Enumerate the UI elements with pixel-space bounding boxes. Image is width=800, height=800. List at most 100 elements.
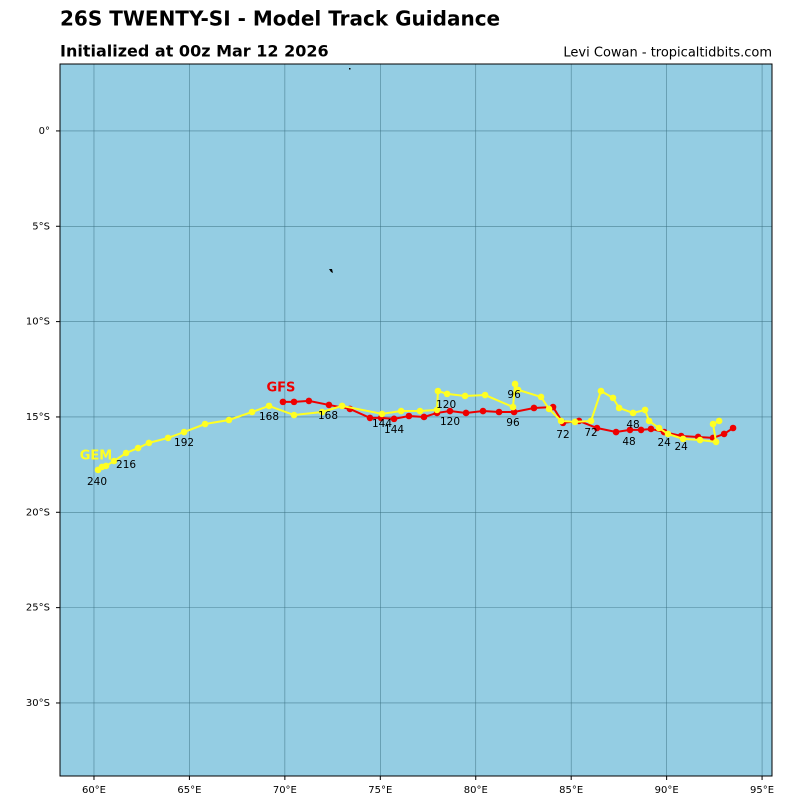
track-point xyxy=(479,407,487,415)
forecast-hour: 216 xyxy=(116,459,136,471)
track-point xyxy=(593,424,601,432)
y-tick-label: 0° xyxy=(39,126,50,137)
track-point xyxy=(290,411,298,419)
track-point xyxy=(462,409,470,417)
x-tick-label: 75°E xyxy=(368,785,392,796)
track-point xyxy=(545,405,553,413)
y-tick-label: 5°S xyxy=(32,221,50,232)
track-point xyxy=(510,408,518,416)
track-point xyxy=(587,417,595,425)
track-point xyxy=(537,393,545,401)
forecast-hour: 96 xyxy=(507,389,521,401)
track-point xyxy=(378,410,386,418)
forecast-hour: 24 xyxy=(674,441,688,453)
track-point xyxy=(338,402,346,410)
track-point xyxy=(405,412,413,420)
track-point xyxy=(615,404,623,412)
forecast-hour: 96 xyxy=(506,417,520,429)
track-point xyxy=(612,428,620,436)
y-tick-label: 30°S xyxy=(26,698,50,709)
grid xyxy=(60,64,772,776)
track-point xyxy=(712,438,720,446)
track-point xyxy=(655,424,663,432)
track-point xyxy=(446,407,454,415)
track-point xyxy=(366,414,374,422)
track-point xyxy=(557,417,565,425)
track-point xyxy=(609,394,617,402)
track-point xyxy=(134,444,142,452)
track-point xyxy=(530,404,538,412)
forecast-hour: 144 xyxy=(384,424,404,436)
track-point xyxy=(110,457,118,465)
island xyxy=(349,68,351,70)
track-point xyxy=(279,398,287,406)
x-tick-label: 90°E xyxy=(655,785,679,796)
forecast-hour: 48 xyxy=(622,436,635,448)
track-point xyxy=(571,418,579,426)
y-tick-label: 20°S xyxy=(26,507,50,518)
track-point xyxy=(715,417,723,425)
track-point xyxy=(180,428,188,436)
y-tick-label: 10°S xyxy=(26,317,50,328)
track-point xyxy=(709,420,717,428)
track-point xyxy=(305,397,313,405)
track-point xyxy=(201,420,209,428)
chart-title: 26S TWENTY-SI - Model Track Guidance xyxy=(60,7,500,31)
credit: Levi Cowan - tropicaltidbits.com xyxy=(563,46,772,61)
track-point xyxy=(416,407,424,415)
track-point xyxy=(481,391,489,399)
y-tick-label: 25°S xyxy=(26,603,50,614)
x-tick-label: 65°E xyxy=(177,785,201,796)
track-point xyxy=(629,409,637,417)
track-point xyxy=(495,408,503,416)
chart-subtitle: Initialized at 00z Mar 12 2026 xyxy=(60,42,329,61)
track-point xyxy=(637,426,645,434)
track-point xyxy=(433,406,441,414)
track-point xyxy=(248,408,256,416)
track-point xyxy=(664,430,672,438)
track-point xyxy=(434,387,442,395)
model-label: GEM xyxy=(80,448,113,463)
track-point xyxy=(265,402,273,410)
x-tick-label: 60°E xyxy=(82,785,106,796)
track-point xyxy=(647,425,655,433)
track-point xyxy=(420,413,428,421)
track-point xyxy=(679,435,687,443)
forecast-hour: 120 xyxy=(436,399,456,411)
forecast-hour: 72 xyxy=(556,429,569,441)
track-point xyxy=(122,449,130,457)
track-point xyxy=(390,415,398,423)
forecast-hour: 48 xyxy=(626,419,639,431)
track-point xyxy=(145,439,153,447)
forecast-hour: 168 xyxy=(318,410,338,422)
track-point xyxy=(696,436,704,444)
track-point xyxy=(514,386,522,394)
track-point xyxy=(597,387,605,395)
track-point xyxy=(225,416,233,424)
x-tick-label: 80°E xyxy=(464,785,488,796)
forecast-hour: 240 xyxy=(87,476,107,488)
forecast-hour: 144 xyxy=(372,418,392,430)
forecast-hour: 192 xyxy=(174,437,194,449)
y-tick-label: 15°S xyxy=(26,412,50,423)
forecast-hour: 72 xyxy=(584,427,597,439)
track-point xyxy=(461,392,469,400)
track-point xyxy=(720,430,728,438)
track-point xyxy=(626,426,634,434)
track-point xyxy=(511,380,519,388)
track-point xyxy=(318,408,326,416)
plot-frame xyxy=(59,63,773,777)
track-point xyxy=(645,417,653,425)
track-point xyxy=(641,406,649,414)
forecast-hour: 168 xyxy=(259,411,279,423)
model-label: GFS xyxy=(266,380,295,395)
x-tick-label: 85°E xyxy=(559,785,583,796)
track-point xyxy=(290,398,298,406)
track-point xyxy=(397,407,405,415)
island xyxy=(329,269,333,273)
track-point xyxy=(164,434,172,442)
forecast-hour: 120 xyxy=(440,416,460,428)
